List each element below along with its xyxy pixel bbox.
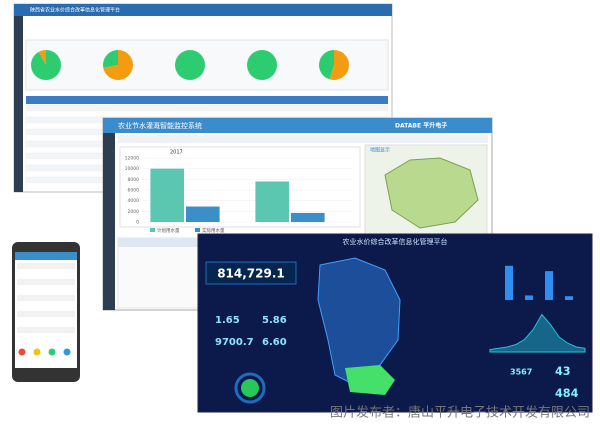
y-tick-label: 12000 bbox=[125, 156, 139, 162]
phone-row bbox=[17, 311, 75, 317]
back-title: 陕西省农业水价综合改革信息化管理平台 bbox=[30, 7, 120, 14]
watermark: 图片发布者：唐山平升电子技术开发有限公司 bbox=[330, 405, 590, 421]
dark-map-highlight bbox=[345, 365, 395, 395]
logo: DATABE 平升电子 bbox=[395, 122, 447, 130]
dark-bar bbox=[505, 265, 513, 300]
year-select[interactable]: 2017 bbox=[170, 150, 183, 156]
total-box bbox=[205, 261, 297, 285]
phone-row bbox=[17, 303, 75, 309]
pie-slice bbox=[103, 50, 118, 68]
counter: 3567 bbox=[510, 368, 532, 377]
table-header bbox=[26, 96, 388, 104]
pie-slice bbox=[175, 50, 205, 80]
y-tick-label: 4000 bbox=[128, 198, 140, 204]
total-value: 814,729.1 bbox=[217, 267, 285, 281]
middle-header bbox=[103, 118, 492, 133]
stat-value: 1.65 bbox=[215, 315, 240, 326]
stat-value: 6.60 bbox=[262, 337, 287, 348]
legend-label: 计划用水量 bbox=[157, 227, 180, 234]
stat-value: 9700.7 bbox=[215, 337, 254, 348]
area-series bbox=[489, 313, 586, 353]
pie-slice bbox=[319, 50, 334, 80]
dark-bar bbox=[525, 295, 533, 300]
map-region bbox=[384, 157, 479, 229]
phone-row bbox=[17, 263, 75, 269]
y-tick-label: 2000 bbox=[128, 209, 140, 215]
phone-row bbox=[17, 287, 75, 293]
phone-list bbox=[17, 263, 75, 356]
y-tick-label: 0 bbox=[136, 220, 139, 226]
pie-slice bbox=[329, 50, 349, 80]
table-row bbox=[25, 110, 389, 118]
phone-row bbox=[17, 279, 75, 285]
stat-value: 5.86 bbox=[262, 315, 287, 326]
dark-widgets: 1.65 5.86 9700.7 6.60 3567 43 484 bbox=[215, 265, 586, 400]
legend-label: 实际用水量 bbox=[202, 227, 225, 234]
map-title: 地图显示 bbox=[370, 147, 390, 154]
y-tick-label: 10000 bbox=[125, 166, 139, 172]
tab-bar bbox=[118, 135, 488, 143]
dark-bar bbox=[565, 296, 573, 300]
back-header bbox=[14, 4, 392, 16]
counter: 484 bbox=[555, 387, 579, 400]
phone-header bbox=[15, 252, 77, 260]
phone-button bbox=[48, 348, 56, 356]
dark-bar bbox=[545, 271, 553, 300]
legend-swatch bbox=[150, 228, 155, 232]
table-row bbox=[25, 104, 389, 112]
pie-slice bbox=[38, 50, 46, 65]
bar bbox=[291, 212, 325, 222]
y-tick-label: 6000 bbox=[128, 188, 140, 194]
bar bbox=[255, 181, 289, 222]
y-tick-label: 8000 bbox=[128, 177, 140, 183]
middle-sidebar bbox=[103, 133, 115, 310]
pie-slice bbox=[247, 50, 277, 80]
back-sidebar bbox=[14, 16, 23, 192]
phone-row bbox=[17, 271, 75, 277]
phone-row bbox=[17, 295, 75, 301]
phone-button bbox=[63, 348, 71, 356]
middle-title: 农业节水灌溉智能监控系统 bbox=[118, 121, 202, 130]
gauge-core bbox=[241, 379, 259, 397]
phone-row bbox=[17, 319, 75, 325]
pie-slice bbox=[103, 50, 133, 81]
phone-button bbox=[18, 348, 26, 356]
pie-slice bbox=[31, 50, 62, 80]
phone-row bbox=[17, 335, 75, 341]
counter: 43 bbox=[555, 365, 571, 378]
dark-title: 农业水价综合改革信息化管理平台 bbox=[343, 237, 448, 246]
gauge-ring bbox=[234, 372, 266, 404]
bar bbox=[186, 206, 220, 222]
legend-swatch bbox=[195, 228, 200, 232]
phone-row bbox=[17, 327, 75, 333]
phone-button bbox=[33, 348, 41, 356]
bar bbox=[150, 168, 184, 222]
